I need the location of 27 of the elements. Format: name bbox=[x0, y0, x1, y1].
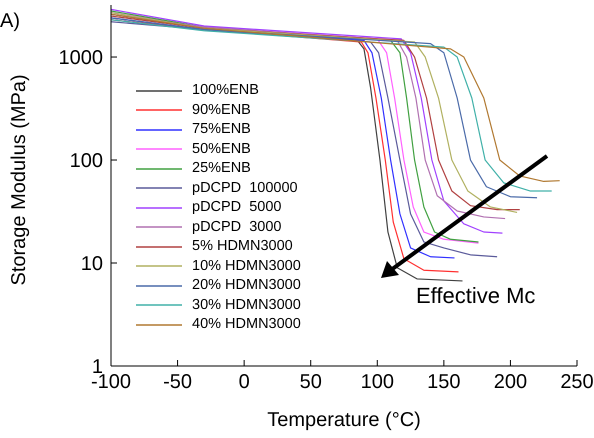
x-tick-label: 100 bbox=[360, 371, 394, 394]
legend-label: 75%ENB bbox=[192, 120, 251, 139]
x-tick-label: 50 bbox=[300, 371, 322, 394]
legend-label: 25%ENB bbox=[192, 159, 251, 178]
x-tick-label: 0 bbox=[238, 371, 250, 394]
y-tick-label: 10 bbox=[80, 253, 103, 276]
legend-label: 5% HDMN3000 bbox=[192, 237, 293, 256]
legend-label: 50%ENB bbox=[192, 140, 251, 158]
y-tick-label: 1000 bbox=[58, 47, 103, 70]
annotation: Effective Mc bbox=[416, 283, 536, 309]
legend-label: pDCPD 100000 bbox=[192, 178, 298, 198]
legend-label: 100%ENB bbox=[192, 81, 259, 100]
x-axis-title: Temperature (°C) bbox=[267, 409, 421, 431]
x-tick-label: 250 bbox=[560, 371, 594, 394]
x-tick-label: 150 bbox=[427, 371, 461, 394]
x-tick-label: -50 bbox=[163, 371, 192, 394]
legend-label: 20% HDMN3000 bbox=[192, 276, 301, 295]
legend-label: 30% HDMN3000 bbox=[192, 296, 301, 314]
legend-label: pDCPD 3000 bbox=[192, 218, 282, 236]
text: A) bbox=[0, 10, 20, 33]
legend-label: 40% HDMN3000 bbox=[192, 315, 301, 334]
legend-label: pDCPD 5000 bbox=[192, 198, 282, 217]
y-axis-title: Storage Modulus (MPa) bbox=[8, 74, 30, 286]
legend-label: 10% HDMN3000 bbox=[192, 256, 301, 276]
legend-label: 90%ENB bbox=[192, 100, 251, 120]
y-tick-label: 100 bbox=[70, 150, 103, 172]
x-tick-label: 200 bbox=[494, 371, 528, 394]
